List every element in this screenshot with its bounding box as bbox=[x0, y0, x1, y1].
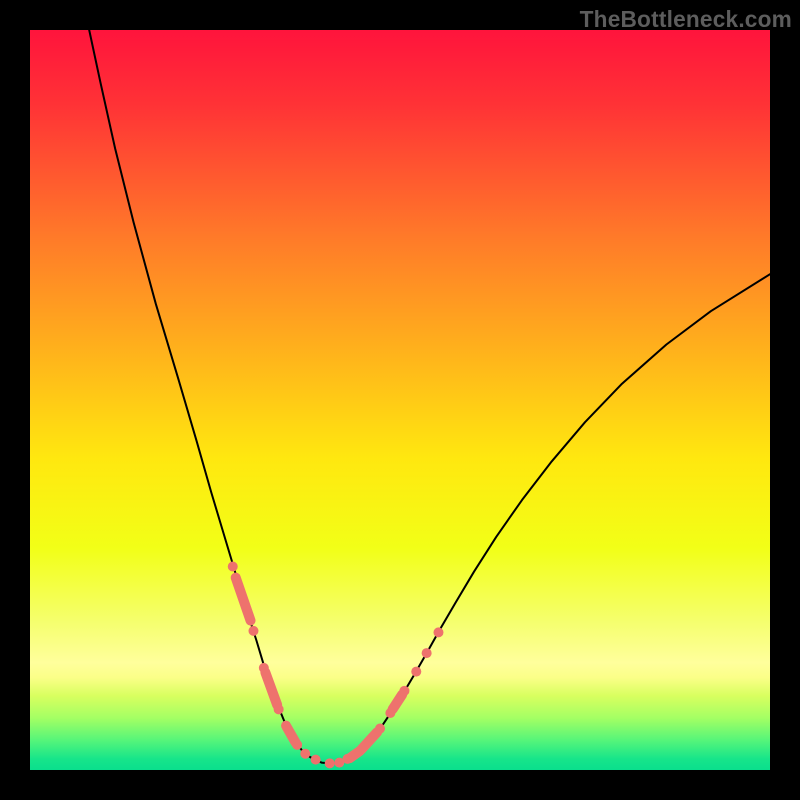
right-marker-cluster-dot bbox=[399, 686, 409, 696]
left-marker-cluster-dot bbox=[300, 749, 310, 759]
left-marker-cluster-dot bbox=[311, 755, 321, 765]
right-marker-cluster-dot bbox=[325, 758, 335, 768]
left-marker-cluster-dot bbox=[292, 740, 302, 750]
right-marker-cluster-dot bbox=[422, 648, 432, 658]
right-marker-cluster-dot bbox=[411, 667, 421, 677]
right-marker-cluster-dot bbox=[433, 627, 443, 637]
left-marker-cluster-dot bbox=[259, 663, 269, 673]
left-marker-cluster-dot bbox=[248, 626, 258, 636]
right-marker-cluster-dot bbox=[375, 724, 385, 734]
plot-background bbox=[30, 30, 770, 770]
left-marker-cluster-dot bbox=[281, 721, 291, 731]
right-marker-cluster-dot bbox=[342, 754, 352, 764]
left-marker-cluster-dot bbox=[228, 562, 238, 572]
chart-canvas bbox=[0, 0, 800, 800]
left-marker-cluster-dot bbox=[274, 704, 284, 714]
right-marker-cluster-dot bbox=[385, 708, 395, 718]
